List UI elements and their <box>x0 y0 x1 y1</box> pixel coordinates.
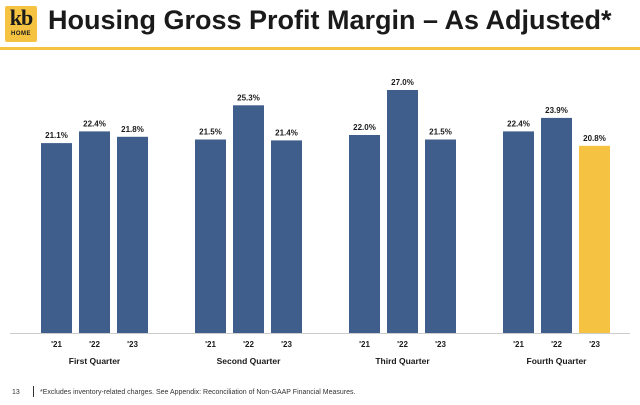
bar <box>425 139 456 333</box>
x-tick-label: '22 <box>243 340 254 349</box>
bar <box>117 136 148 333</box>
data-label: 21.8% <box>121 125 144 134</box>
data-label: 22.0% <box>353 123 376 132</box>
x-tick-label: '21 <box>513 340 524 349</box>
data-label: 27.0% <box>391 78 414 87</box>
bar <box>503 131 534 333</box>
x-tick-label: '22 <box>551 340 562 349</box>
x-tick-label: '22 <box>89 340 100 349</box>
x-tick-label: '21 <box>359 340 370 349</box>
x-tick-label: '23 <box>589 340 600 349</box>
bar <box>79 131 110 333</box>
data-label: 21.5% <box>429 128 452 137</box>
group-label: Third Quarter <box>375 356 430 366</box>
bar <box>41 143 72 333</box>
x-tick-label: '23 <box>281 340 292 349</box>
logo-kb-text: kb <box>9 5 33 30</box>
group-label: Fourth Quarter <box>527 356 588 366</box>
page-title: Housing Gross Profit Margin – As Adjuste… <box>48 5 612 35</box>
x-tick-label: '22 <box>397 340 408 349</box>
kb-home-logo: kb HOME <box>5 6 37 42</box>
data-label: 21.1% <box>45 131 68 140</box>
footnote: *Excludes inventory-related charges. See… <box>40 389 356 396</box>
bar <box>349 135 380 333</box>
data-label: 22.4% <box>83 119 106 128</box>
x-tick-label: '23 <box>127 340 138 349</box>
bar-chart: 21.1% '21 22.4% '22 21.8% '23 First Quarter 21.… <box>10 78 630 366</box>
data-label: 20.8% <box>583 134 606 143</box>
logo-home-text: HOME <box>11 31 31 37</box>
bar <box>579 145 610 333</box>
x-tick-label: '21 <box>205 340 216 349</box>
data-label: 21.4% <box>275 128 298 137</box>
bar <box>541 117 572 334</box>
x-tick-label: '23 <box>435 340 446 349</box>
data-label: 25.3% <box>237 93 260 102</box>
x-tick-label: '21 <box>51 340 62 349</box>
bar <box>271 140 302 333</box>
data-label: 23.9% <box>545 106 568 115</box>
bar <box>387 90 418 333</box>
data-label: 21.5% <box>199 128 222 137</box>
data-label: 22.4% <box>507 119 530 128</box>
group-label: Second Quarter <box>217 356 281 366</box>
bar <box>233 105 264 333</box>
page-number: 13 <box>12 389 20 396</box>
group-label: First Quarter <box>69 356 121 366</box>
footer-divider <box>33 386 34 397</box>
bar <box>195 139 226 333</box>
title-divider <box>0 47 640 50</box>
